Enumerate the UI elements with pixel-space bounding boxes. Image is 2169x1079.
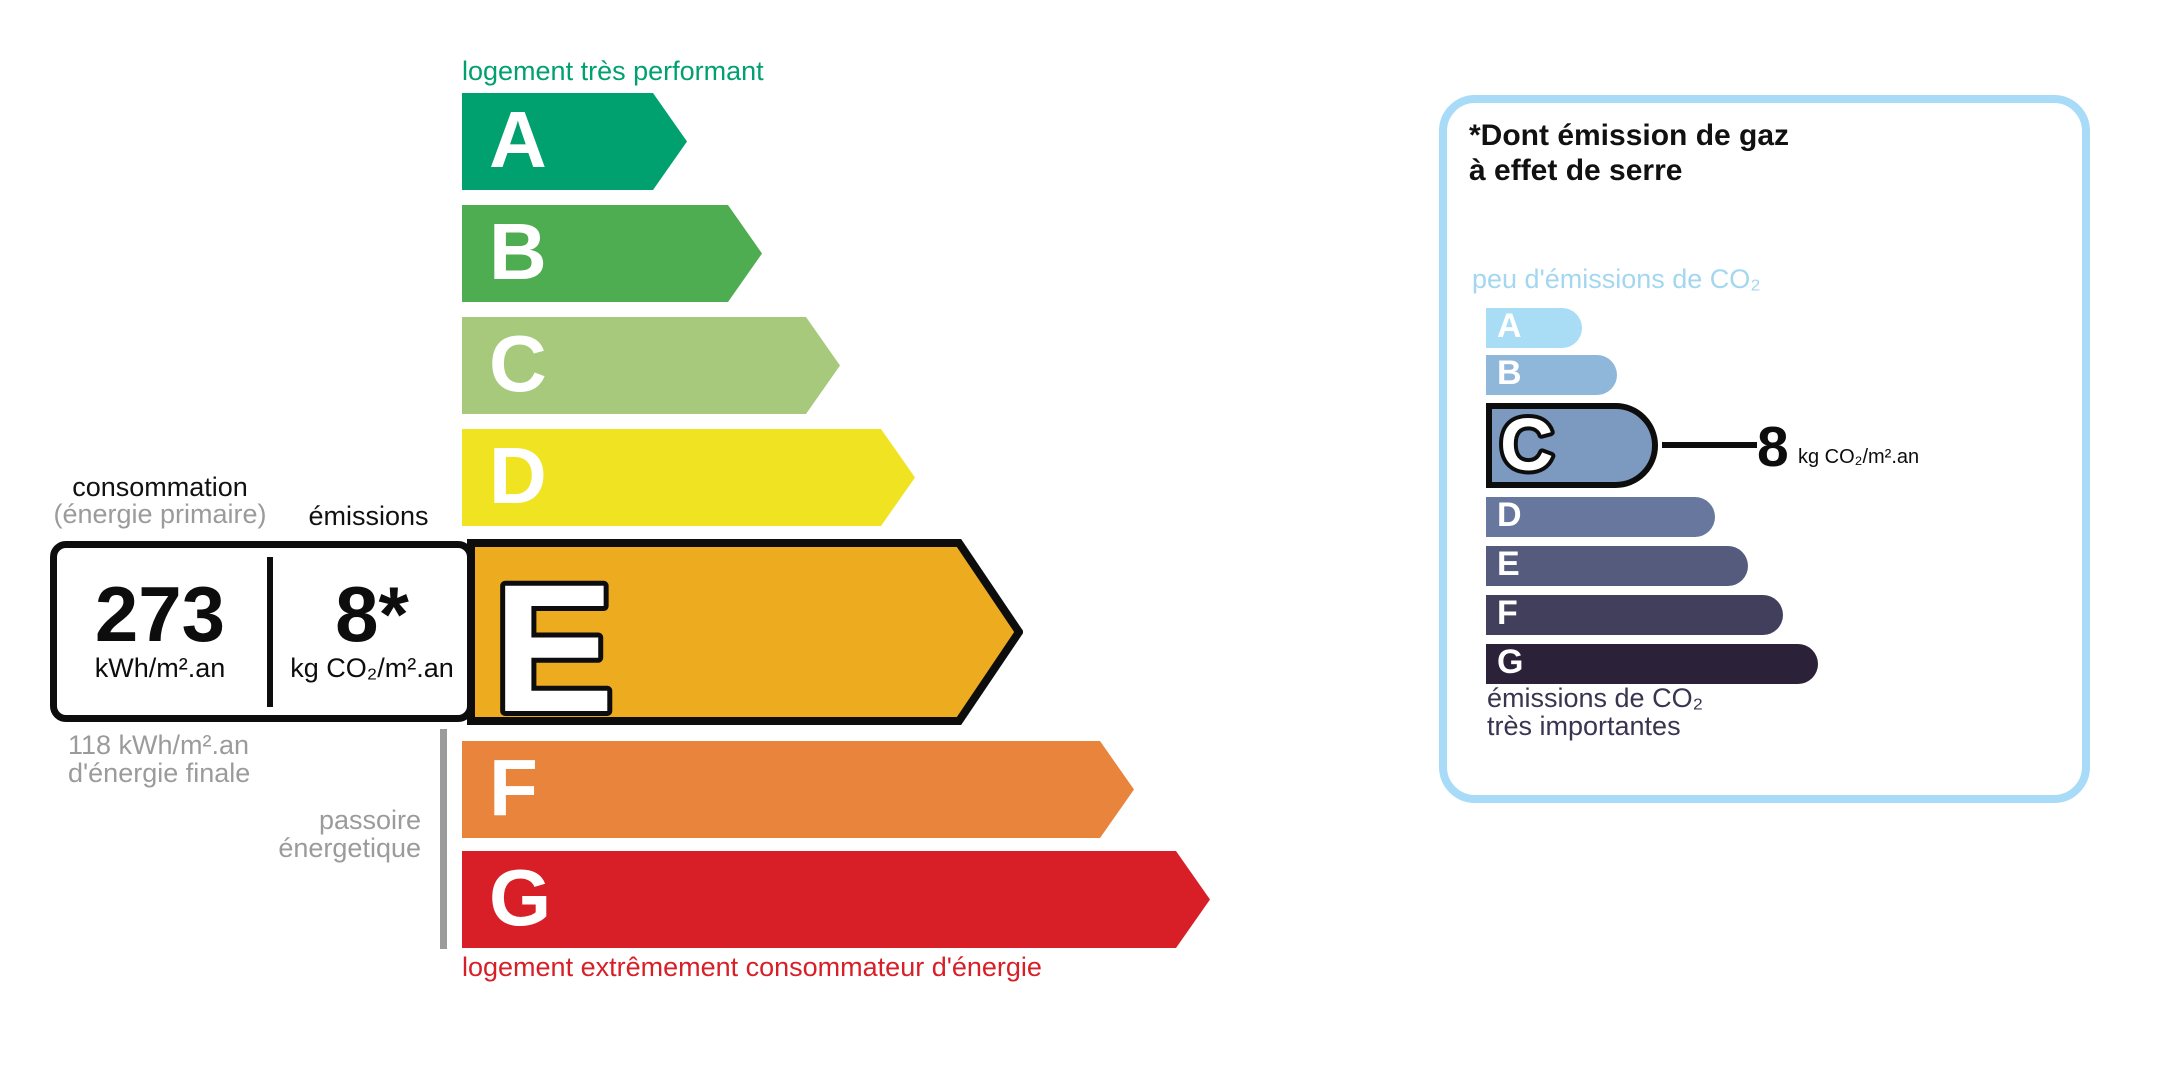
worst-performance-label: logement extrêmement consommateur d'éner… (462, 952, 1042, 982)
final-energy-note-line2: d'énergie finale (68, 758, 251, 788)
co2-class-bar-c-selected: C (1486, 403, 1658, 488)
co2-class-letter-b: B (1497, 354, 1522, 392)
value-box-divider (267, 557, 273, 707)
energy-class-letter-b: B (489, 206, 547, 296)
co2-high-emissions-line1: émissions de CO₂ (1487, 683, 1704, 713)
primary-energy-subheader: (énergie primaire) (53, 499, 267, 529)
co2-emissions-panel (1439, 95, 2090, 803)
final-energy-note-line1: 118 kWh/m².an (68, 730, 250, 760)
co2-class-letter-g: G (1497, 643, 1524, 681)
co2-value-unit: kg CO₂/m².an (1798, 446, 1920, 468)
energy-class-letter-g: G (489, 852, 552, 942)
consumption-value-box (50, 541, 474, 722)
energy-class-row-b: B (462, 205, 762, 302)
co2-value: 8 (1757, 415, 1789, 479)
energy-class-row-d: D (462, 429, 915, 526)
energy-sieve-label-line1: passoire (318, 805, 421, 835)
emissions-value: 8* (335, 570, 409, 658)
co2-class-letter-e: E (1497, 545, 1520, 583)
energy-class-letter-f: F (489, 742, 538, 832)
energy-class-row-g: G (462, 851, 1210, 948)
co2-low-emissions-label: peu d'émissions de CO₂ (1472, 264, 1761, 294)
energy-class-letter-a: A (489, 94, 547, 184)
final-energy-note: 118 kWh/m².an d'énergie finale (68, 731, 250, 787)
co2-panel-title-line1: *Dont émission de gaz (1469, 119, 1790, 152)
energy-class-letter-d: D (489, 430, 547, 520)
co2-class-bar-d: D (1486, 496, 1715, 537)
energy-class-row-c: C (462, 317, 840, 414)
co2-class-bar-e: E (1486, 545, 1748, 586)
co2-class-bar-g: G (1486, 643, 1818, 684)
energy-class-letter-c: C (489, 318, 547, 408)
co2-class-bar-f: F (1486, 594, 1783, 635)
energy-class-row-e-selected: E (467, 539, 1023, 725)
emissions-cell: 8* kg CO₂/m².an (277, 548, 467, 715)
co2-panel-title: *Dont émission de gaz à effet de serre (1469, 118, 1789, 188)
energy-class-letter-e: E (493, 546, 614, 725)
consumption-unit: kWh/m².an (94, 653, 226, 683)
energy-sieve-bracket-bar (440, 729, 447, 949)
co2-class-letter-a: A (1497, 307, 1522, 345)
co2-class-letter-f: F (1497, 594, 1518, 632)
emissions-unit: kg CO₂/m².an (290, 653, 454, 683)
co2-class-bar-b: B (1486, 354, 1617, 395)
co2-value-connector-line (1662, 442, 1757, 448)
energy-class-row-f: F (462, 741, 1134, 838)
consumption-cell: 273 kWh/m².an (57, 548, 263, 715)
co2-panel-title-line2: à effet de serre (1469, 154, 1683, 187)
co2-class-letter-d: D (1497, 496, 1522, 534)
best-performance-label: logement très performant (462, 56, 764, 86)
consumption-value: 273 (94, 570, 226, 658)
co2-class-letter-c: C (1500, 409, 1553, 482)
co2-class-bar-a: A (1486, 307, 1582, 348)
co2-high-emissions-label: émissions de CO₂ très importantes (1487, 684, 1703, 740)
energy-sieve-label-line2: énergetique (278, 833, 421, 863)
emissions-column-header: émissions (308, 501, 429, 531)
energy-class-row-a: A (462, 93, 687, 190)
energy-sieve-label: passoire énergetique (221, 806, 421, 862)
consumption-column-header: consommation (72, 472, 248, 502)
co2-high-emissions-line2: très importantes (1487, 711, 1681, 741)
